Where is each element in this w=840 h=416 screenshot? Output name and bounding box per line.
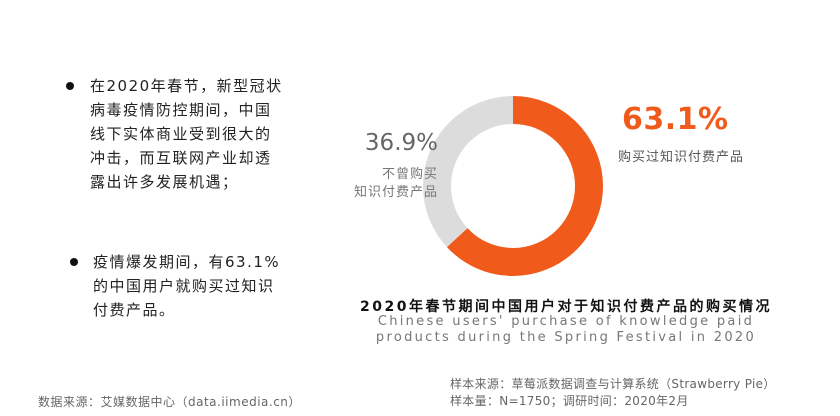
- bullet-dot-icon: [66, 82, 74, 90]
- sample-info: 样本来源：草莓派数据调查与计算系统（Strawberry Pie） 样本量：N=…: [450, 377, 776, 408]
- slice-value-label-purchased: 63.1%: [622, 102, 729, 137]
- chart-subtitle: Chinese users' purchase of knowledge pai…: [375, 314, 757, 345]
- data-source: 数据来源：艾媒数据中心（data.iimedia.cn）: [38, 395, 301, 409]
- bullet-text: 在2020年春节，新型冠状 病毒疫情防控期间，中国 线下实体商业受到很大的 冲击…: [90, 77, 283, 191]
- chart-title: 2020年春节期间中国用户对于知识付费产品的购买情况: [360, 299, 772, 315]
- donut-slices: [423, 96, 603, 276]
- slice-value-label-not-purchased: 36.9%: [364, 130, 438, 156]
- donut-slice-not-purchased: [423, 96, 603, 276]
- bullet-text: 疫情爆发期间，有63.1% 的中国用户就购买过知识 付费产品。: [93, 253, 281, 319]
- bullet-dot-icon: [70, 258, 78, 266]
- slice-label-not-purchased: 不曾购买 知识付费产品: [353, 167, 438, 200]
- slice-label-purchased: 购买过知识付费产品: [618, 150, 745, 165]
